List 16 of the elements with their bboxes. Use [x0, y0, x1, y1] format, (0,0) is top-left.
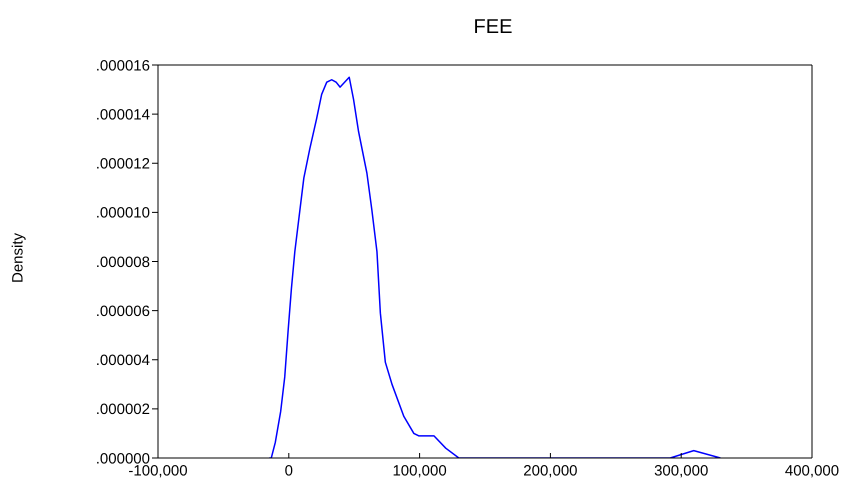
- y-tick-label: .000004: [96, 352, 150, 370]
- y-tick-label: .000008: [96, 254, 150, 271]
- y-tick-label: .000012: [96, 156, 150, 173]
- y-tick-label: .000010: [96, 204, 150, 222]
- y-tick-label: .000016: [96, 57, 150, 74]
- y-tick-label: .000002: [96, 401, 150, 418]
- x-tick-label: 400,000: [784, 462, 840, 480]
- x-tick-label: -100,000: [128, 462, 188, 480]
- x-tick-label: 100,000: [392, 462, 447, 480]
- y-tick-label: .000006: [96, 302, 150, 320]
- y-tick-label: .000014: [96, 106, 150, 124]
- y-axis-title: Density: [10, 232, 26, 284]
- x-tick-label: 0: [284, 462, 293, 480]
- x-tick-label: 200,000: [523, 462, 578, 480]
- x-tick-label: 300,000: [654, 462, 708, 480]
- chart-title: FEE: [472, 16, 514, 39]
